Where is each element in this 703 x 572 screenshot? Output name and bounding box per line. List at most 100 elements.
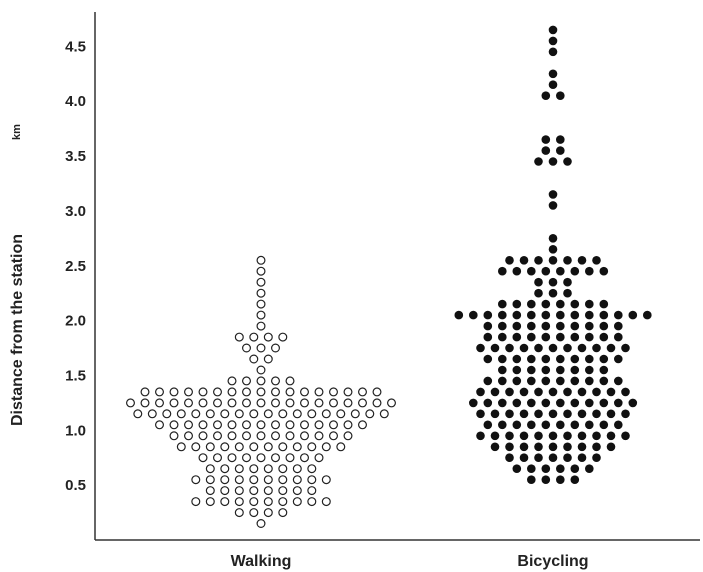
bicycling-dot — [527, 310, 536, 320]
bicycling-dot — [585, 354, 594, 364]
bicycling-dot — [570, 475, 580, 485]
bicycling-dot — [548, 190, 558, 199]
walking-dot — [249, 409, 259, 419]
bicycling-dot — [490, 442, 500, 452]
y-tick-label: 3.0 — [65, 203, 86, 220]
bicycling-dot — [527, 464, 536, 474]
bicycling-dot — [599, 354, 609, 364]
walking-dot — [278, 332, 288, 342]
bicycling-dot — [498, 332, 507, 342]
walking-dot — [234, 409, 244, 419]
bicycling-dot — [592, 431, 601, 441]
walking-dot — [220, 442, 230, 452]
bicycling-dot — [606, 431, 616, 441]
bicycling-dot — [548, 277, 558, 287]
walking-dot — [227, 453, 237, 463]
bicycling-dot — [577, 442, 587, 452]
walking-dot — [162, 409, 172, 419]
bicycling-dot — [527, 475, 536, 485]
walking-dot — [256, 376, 266, 386]
walking-dot — [292, 409, 302, 419]
bicycling-dot — [599, 376, 609, 386]
bicycling-dot — [599, 332, 609, 342]
walking-dot — [350, 409, 360, 419]
walking-dot — [278, 442, 288, 452]
y-tick-label: 1.0 — [65, 422, 86, 439]
bicycling-dot — [556, 420, 565, 430]
walking-dot — [300, 398, 310, 408]
bicycling-dot — [556, 321, 565, 331]
bicycling-dot — [548, 201, 558, 210]
bicycling-dot — [483, 321, 493, 331]
bicycling-dot — [541, 332, 551, 342]
bicycling-dot — [498, 310, 507, 320]
bicycling-dot — [556, 146, 565, 155]
walking-dot — [184, 387, 194, 397]
walking-dot — [263, 475, 273, 485]
bicycling-dot — [512, 321, 522, 331]
walking-dot — [278, 464, 288, 474]
walking-dot — [242, 431, 252, 441]
bicycling-dot — [541, 475, 551, 485]
bicycling-dot — [548, 80, 558, 89]
bicycling-dot — [563, 453, 572, 463]
y-tick-label: 4.0 — [65, 93, 86, 110]
bicycling-dot — [570, 299, 580, 309]
bicycling-dot — [534, 453, 543, 463]
walking-dot — [256, 266, 266, 276]
series-walking — [125, 255, 397, 528]
bicycling-dot — [548, 36, 558, 46]
walking-dot — [242, 398, 252, 408]
walking-dot — [147, 409, 157, 419]
walking-dot — [321, 497, 331, 507]
bicycling-dot — [570, 354, 580, 364]
bicycling-dot — [534, 343, 543, 353]
bicycling-dot — [527, 321, 536, 331]
bicycling-dot — [614, 398, 623, 408]
walking-dot — [278, 486, 288, 496]
bicycling-dot — [614, 354, 623, 364]
walking-dot — [343, 398, 353, 408]
walking-dot — [242, 343, 252, 353]
category-labels: Walking Bicycling — [231, 553, 589, 570]
bicycling-dot — [570, 310, 580, 320]
bicycling-dot — [505, 387, 514, 397]
x-category-label: Walking — [231, 553, 292, 570]
bicycling-dot — [483, 398, 493, 408]
bicycling-dot — [556, 376, 565, 386]
bicycling-dot — [577, 255, 587, 265]
bicycling-dot — [527, 398, 536, 408]
bicycling-dot — [643, 310, 652, 320]
bicycling-dot — [498, 420, 507, 430]
bicycling-dot — [490, 343, 500, 353]
walking-dot — [285, 398, 295, 408]
bicycling-dot — [585, 464, 594, 474]
walking-dot — [343, 431, 353, 441]
bicycling-dot — [534, 157, 543, 166]
bicycling-dot — [505, 343, 514, 353]
bicycling-dot — [512, 266, 522, 276]
bicycling-dot — [628, 398, 638, 408]
y-axis-unit: km — [11, 124, 23, 140]
bicycling-dot — [585, 321, 594, 331]
bicycling-dot — [585, 310, 594, 320]
bicycling-dot — [599, 310, 609, 320]
walking-dot — [155, 387, 165, 397]
walking-dot — [343, 387, 353, 397]
bicycling-dot — [570, 398, 580, 408]
bicycling-dot — [490, 387, 500, 397]
walking-dot — [242, 387, 252, 397]
bicycling-dot — [592, 255, 601, 265]
bicycling-dot — [570, 321, 580, 331]
bicycling-dot — [599, 299, 609, 309]
bicycling-dot — [483, 310, 493, 320]
bicycling-dot — [548, 409, 558, 419]
walking-dot — [249, 332, 259, 342]
bicycling-dot — [527, 332, 536, 342]
walking-dot — [242, 376, 252, 386]
bicycling-dot — [527, 354, 536, 364]
walking-dot — [234, 475, 244, 485]
walking-dot — [307, 409, 317, 419]
walking-dot — [314, 398, 324, 408]
bicycling-dot — [541, 321, 551, 331]
